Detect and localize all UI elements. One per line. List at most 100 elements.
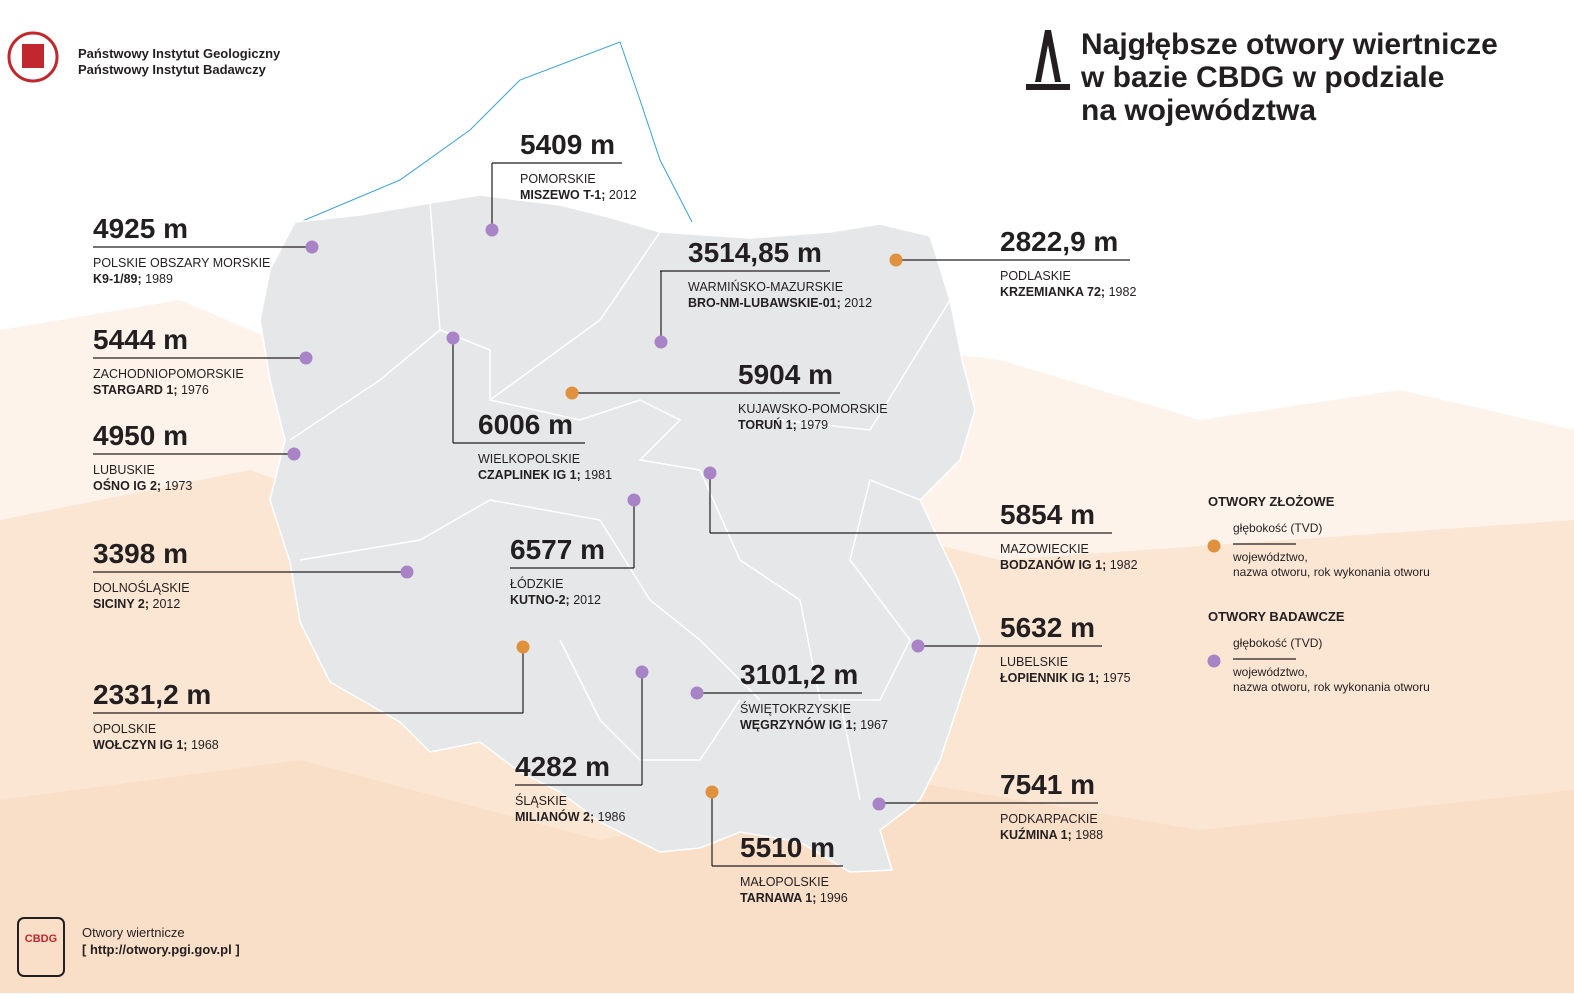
region-name: ŚWIĘTOKRZYSKIE — [740, 701, 851, 716]
well-name: TORUŃ 1; — [738, 417, 797, 432]
well-dot — [635, 665, 649, 679]
bg-hills — [0, 760, 1574, 993]
legend: OTWORY ZŁOŻOWE głębokość (TVD) województwo… — [1207, 494, 1430, 694]
title: w bazie CBDG w podziale — [1080, 61, 1444, 94]
region-name: MAŁOPOLSKIE — [740, 875, 829, 889]
well-name: BODZANÓW IG 1; — [1000, 557, 1106, 572]
well-year: 1973 — [165, 479, 193, 493]
region-name: WIELKOPOLSKIE — [478, 452, 580, 466]
well-year: 1986 — [598, 810, 626, 824]
well-year: 2012 — [153, 597, 181, 611]
well-info: WĘGRZYNÓW IG 1; 1967 — [740, 717, 888, 732]
well-dot — [446, 331, 460, 345]
legend-depth: głębokość (TVD) — [1233, 636, 1322, 650]
depth: 4925 m — [93, 213, 188, 244]
region-name: ŁÓDZKIE — [510, 576, 564, 591]
sea-border — [264, 41, 693, 301]
region-name: PODKARPACKIE — [1000, 812, 1098, 826]
depth: 5904 m — [738, 359, 833, 390]
depth: 3398 m — [93, 538, 188, 569]
well-year: 2012 — [573, 593, 601, 607]
footer-text: Otwory wiertnicze — [82, 925, 185, 940]
depth: 5854 m — [1000, 499, 1095, 530]
well-name: OŚNO IG 2; — [93, 478, 161, 493]
depth: 3514,85 m — [688, 237, 822, 268]
well-year: 1982 — [1110, 558, 1138, 572]
legend-text: nazwa otworu, rok wykonania otworu — [1233, 565, 1430, 579]
legend-text: województwo, — [1232, 665, 1308, 679]
well-year: 1988 — [1075, 828, 1103, 842]
well-info: WOŁCZYN IG 1; 1968 — [93, 738, 219, 752]
well-info: ŁOPIENNIK IG 1; 1975 — [1000, 671, 1131, 685]
well-year: 1982 — [1109, 285, 1137, 299]
title: Najgłębsze otwory wiertnicze — [1081, 28, 1498, 61]
logo — [7, 31, 59, 83]
well-dot — [703, 466, 717, 480]
legend-title: OTWORY BADAWCZE — [1208, 609, 1345, 624]
depth: 7541 m — [1000, 769, 1095, 800]
footer-link[interactable]: [ http://otwory.pgi.gov.pl ] — [82, 942, 240, 957]
legend-depth: głębokość (TVD) — [1233, 521, 1322, 535]
depth: 4282 m — [515, 751, 610, 782]
region-name: WARMIŃSKO-MAZURSKIE — [688, 279, 843, 294]
depth: 5444 m — [93, 324, 188, 355]
well-name: MILIANÓW 2; — [515, 809, 594, 824]
depth: 4950 m — [93, 420, 188, 451]
region-name: ŚLĄSKIE — [515, 793, 567, 808]
well-info: SICINY 2; 2012 — [93, 597, 180, 611]
well-dot — [627, 493, 641, 507]
well-dot — [400, 565, 414, 579]
well-name: KUTNO-2; — [510, 593, 570, 607]
well-dot — [565, 386, 579, 400]
depth: 5632 m — [1000, 612, 1095, 643]
footer-badge: CBDG — [25, 933, 57, 945]
depth: 5409 m — [520, 129, 615, 160]
well-dot — [911, 639, 925, 653]
well-year: 1989 — [145, 272, 173, 286]
legend-dot — [1207, 654, 1221, 668]
well-name: STARGARD 1; — [93, 383, 178, 397]
depth: 6577 m — [510, 534, 605, 565]
well-name: TARNAWA 1; — [740, 891, 816, 905]
wells: 4925 m POLSKIE OBSZARY MORSKIE K9-1/89; 19… — [93, 129, 1138, 905]
depth: 3101,2 m — [740, 659, 858, 690]
well-info: KRZEMIANKA 72; 1982 — [1000, 285, 1136, 299]
well-info: STARGARD 1; 1976 — [93, 383, 209, 397]
well-info: OŚNO IG 2; 1973 — [93, 478, 192, 493]
well-info: K9-1/89; 1989 — [93, 272, 173, 286]
well-name: WOŁCZYN IG 1; — [93, 738, 187, 752]
well-year: 1976 — [181, 383, 209, 397]
well-year: 2012 — [609, 188, 637, 202]
well-info: KUŹMINA 1; 1988 — [1000, 827, 1103, 842]
well-name: BRO-NM-LUBAWSKIE-01; — [688, 296, 841, 310]
depth: 6006 m — [478, 409, 573, 440]
well-dot — [872, 797, 886, 811]
well-year: 1968 — [191, 738, 219, 752]
legend-text: nazwa otworu, rok wykonania otworu — [1233, 680, 1430, 694]
well-dot — [485, 223, 499, 237]
rig-icon — [1026, 30, 1070, 90]
well-info: CZAPLINEK IG 1; 1981 — [478, 468, 612, 482]
well-info: TARNAWA 1; 1996 — [740, 891, 848, 905]
well-name: MISZEWO T-1; — [520, 188, 605, 202]
well-dot — [299, 351, 313, 365]
region-name: POLSKIE OBSZARY MORSKIE — [93, 256, 270, 270]
legend-text: województwo, — [1232, 550, 1308, 564]
region-name: DOLNOŚLĄSKIE — [93, 580, 190, 595]
well-year: 1979 — [800, 418, 828, 432]
region-name: PODLASKIE — [1000, 269, 1071, 283]
well-year: 1981 — [584, 468, 612, 482]
title: na województwa — [1081, 94, 1316, 127]
well-year: 2012 — [844, 296, 872, 310]
well-name: K9-1/89; — [93, 272, 142, 286]
well-year: 1975 — [1103, 671, 1131, 685]
region-name: LUBELSKIE — [1000, 655, 1068, 669]
region-name: KUJAWSKO-POMORSKIE — [738, 402, 888, 416]
well-dot — [654, 335, 668, 349]
well-info: TORUŃ 1; 1979 — [738, 417, 828, 432]
well-info: MILIANÓW 2; 1986 — [515, 809, 626, 824]
well-name: KUŹMINA 1; — [1000, 827, 1072, 842]
region-name: ZACHODNIOPOMORSKIE — [93, 367, 244, 381]
region-name: OPOLSKIE — [93, 722, 156, 736]
footer-icon — [17, 917, 65, 977]
